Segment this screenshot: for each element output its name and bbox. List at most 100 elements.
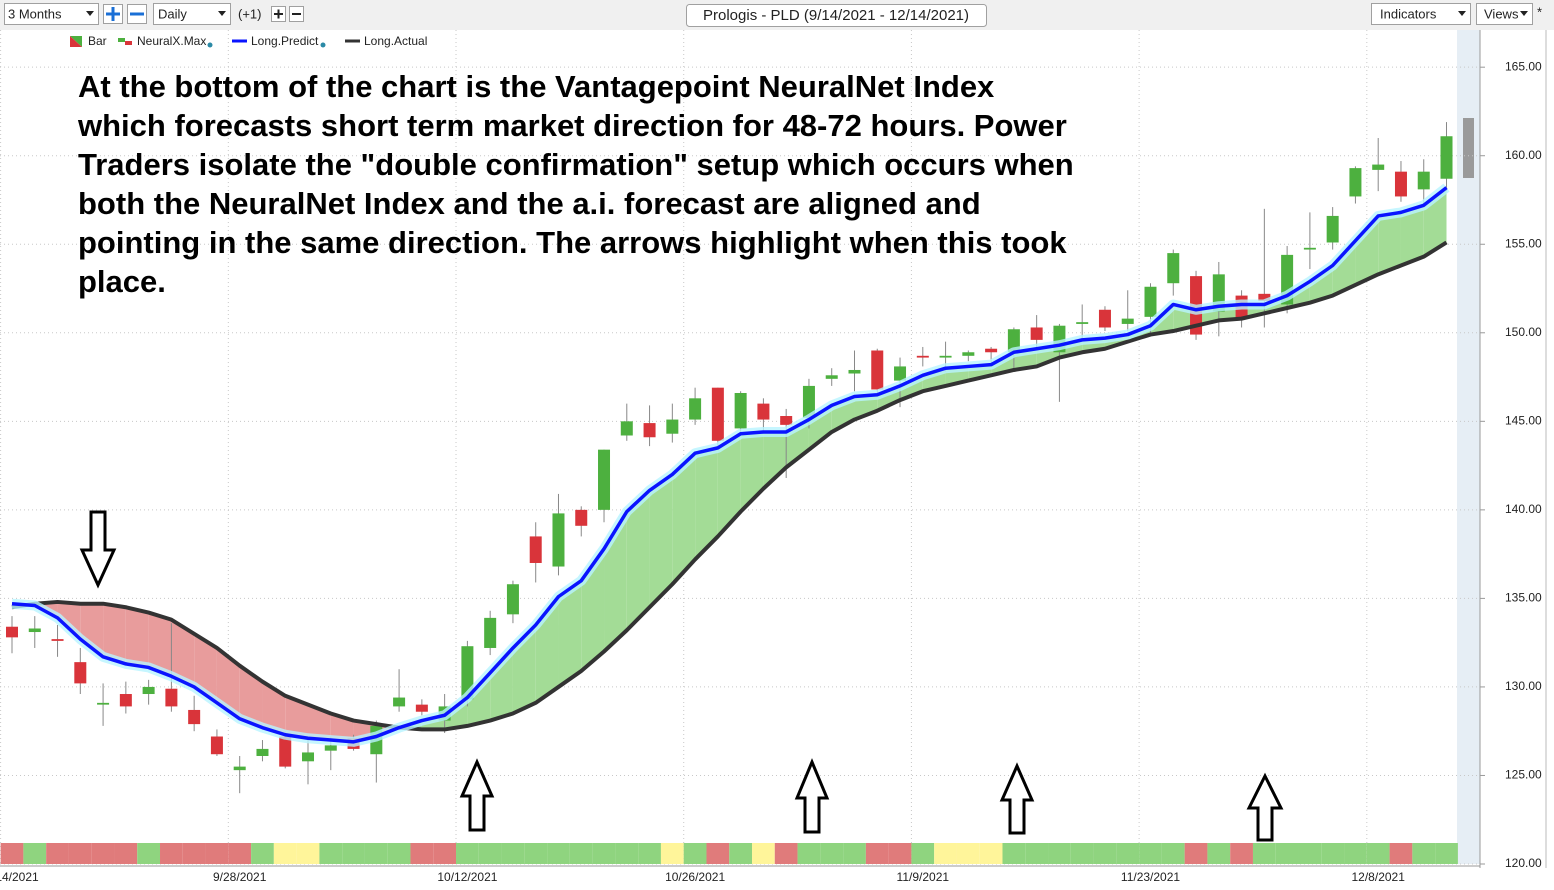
neuralnet-cell xyxy=(706,843,730,864)
interval-text: Daily xyxy=(158,6,187,21)
neuralnet-cell xyxy=(547,843,570,864)
toolbar: 3 Months Daily (+1) Prologis - PLD (9/14… xyxy=(0,0,1554,30)
band-fill xyxy=(1355,215,1379,285)
x-tick-label: 11/23/2021 xyxy=(1121,870,1180,884)
candle-body xyxy=(74,662,87,684)
neuralnet-cell xyxy=(205,843,229,864)
neuralnet-cell xyxy=(774,843,798,864)
band-fill xyxy=(239,665,263,728)
candle-body xyxy=(324,745,337,751)
candle-body xyxy=(188,709,201,725)
indicators-select[interactable] xyxy=(1371,3,1471,25)
neuralnet-cell xyxy=(1435,843,1458,864)
candle-body xyxy=(1030,327,1043,340)
candle-body xyxy=(256,748,269,756)
y-tick-label: 150.00 xyxy=(1505,325,1542,339)
neuralnet-cell xyxy=(660,843,684,864)
band-fill xyxy=(763,431,787,489)
plus-icon xyxy=(274,9,283,19)
candle-body xyxy=(1372,164,1385,170)
dropdown-arrow xyxy=(218,11,226,16)
legend-icon-neuralnet xyxy=(125,41,132,45)
candle-body xyxy=(1121,318,1134,324)
neuralnet-cell xyxy=(820,843,844,864)
candle-body xyxy=(734,392,747,429)
legend-label: Bar xyxy=(88,34,107,48)
neuralnet-cell xyxy=(1344,843,1367,864)
neuralnet-cell xyxy=(68,843,92,864)
legend-icon-neuralnet xyxy=(118,38,125,42)
candle-body xyxy=(939,355,952,358)
candle-body xyxy=(780,416,793,425)
neuralnet-cell xyxy=(23,843,47,864)
neuralnet-cell xyxy=(1275,843,1299,864)
candle-body xyxy=(985,348,998,353)
candle-body xyxy=(1076,322,1089,324)
neuralnet-cell xyxy=(1184,843,1208,864)
candle-body xyxy=(119,694,132,707)
x-tick-label: 10/12/2021 xyxy=(437,870,497,884)
candle-body xyxy=(916,355,929,358)
annotation-line: place. xyxy=(78,264,166,299)
up-arrow xyxy=(459,758,495,832)
legend-label: Long.Actual xyxy=(364,34,427,48)
neuralnet-cell xyxy=(160,843,183,864)
annotation: At the bottom of the chart is the Vantag… xyxy=(77,69,1074,299)
neuralnet-cell xyxy=(1252,843,1276,864)
chart-title: Prologis - PLD (9/14/2021 - 12/14/2021) xyxy=(703,7,969,24)
neuralnet-cell xyxy=(888,843,912,864)
band-fill xyxy=(285,695,309,739)
band-fill xyxy=(649,474,673,608)
y-tick-label: 145.00 xyxy=(1505,413,1542,427)
x-tick-label: 10/26/2021 xyxy=(665,870,725,884)
predict-line xyxy=(11,186,1448,744)
neuralnet-cell xyxy=(91,843,115,864)
plus-icon xyxy=(106,7,120,21)
candle-body xyxy=(1144,286,1157,317)
neuralnet-cell xyxy=(934,843,957,864)
views-select[interactable] xyxy=(1476,3,1533,25)
period-text: 3 Months xyxy=(8,6,62,21)
x-tick-label: 9/14/2021 xyxy=(0,870,39,884)
band-fill xyxy=(262,681,286,735)
scroll-track xyxy=(1457,30,1480,864)
annotation-line: which forecasts short term market direct… xyxy=(77,108,1067,143)
band-fill xyxy=(558,580,582,687)
legend-icon-bar xyxy=(70,36,82,47)
title-box xyxy=(686,4,987,27)
y-tick-label: 130.00 xyxy=(1505,679,1542,693)
neuralnet-cell xyxy=(1070,843,1094,864)
neuralnet-cell xyxy=(364,843,388,864)
down-arrow xyxy=(79,510,117,589)
candle-body xyxy=(529,536,542,563)
neuralnet-cell xyxy=(456,843,479,864)
candle-body xyxy=(1349,168,1362,197)
neuralnet-cell xyxy=(592,843,616,864)
interval-select[interactable] xyxy=(153,3,231,25)
x-tick-label: 9/28/2021 xyxy=(213,870,267,884)
annotation-line: At the bottom of the chart is the Vantag… xyxy=(78,69,995,104)
up-arrow xyxy=(999,762,1035,835)
neuralnet-cell xyxy=(1025,843,1049,864)
neuralnet-cell xyxy=(296,843,320,864)
band-fill xyxy=(1378,212,1401,275)
scroll-thumb[interactable] xyxy=(1463,118,1474,178)
neuralnet-cell xyxy=(1048,843,1071,864)
candle-body xyxy=(643,423,656,438)
dropdown-arrow xyxy=(1458,11,1466,16)
candle-body xyxy=(848,369,861,374)
candle-body xyxy=(6,626,18,638)
candle-body xyxy=(233,766,246,771)
annotation-line: Traders isolate the "double confirmation… xyxy=(78,147,1074,182)
y-tick-label: 120.00 xyxy=(1505,856,1542,870)
views-text: Views xyxy=(1484,6,1519,21)
neuralnet-cell xyxy=(1002,843,1026,864)
period-select[interactable] xyxy=(4,3,99,25)
neuralnet-cell xyxy=(865,843,889,864)
legend-dot xyxy=(320,42,326,48)
actual-line xyxy=(11,240,1448,732)
neuralnet-cell xyxy=(683,843,707,864)
modified-marker: * xyxy=(1537,4,1542,19)
candle-body xyxy=(598,449,611,510)
candle-body xyxy=(1258,293,1271,301)
